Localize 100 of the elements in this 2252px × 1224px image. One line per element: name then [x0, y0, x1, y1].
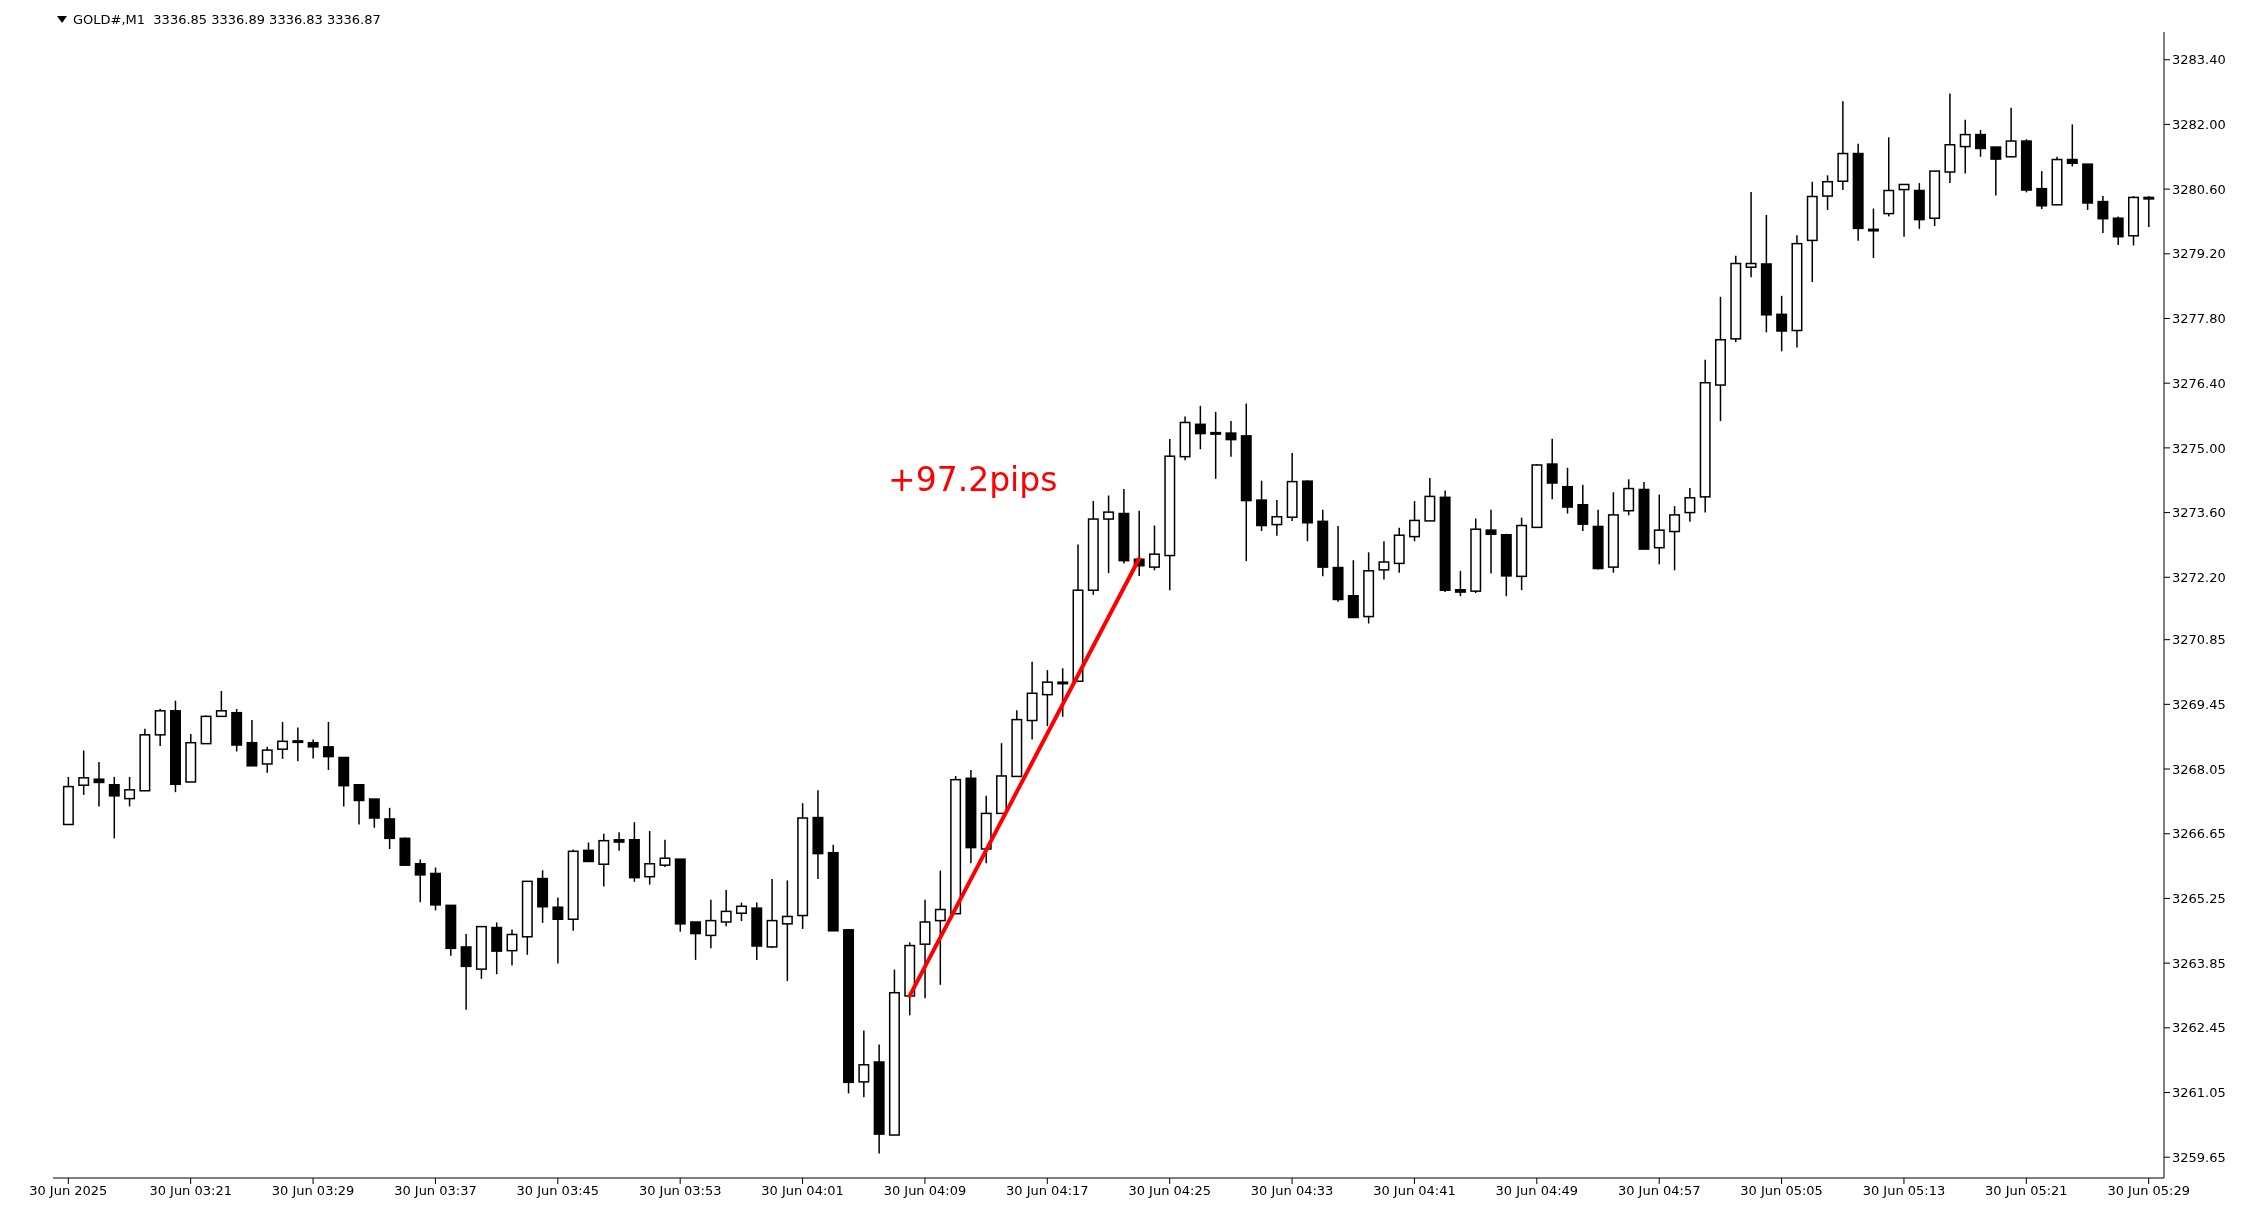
- x-tick-label: 30 Jun 05:05: [1740, 1183, 1823, 1199]
- x-tick-label: 30 Jun 04:09: [883, 1183, 967, 1199]
- x-tick-label: 30 Jun 05:13: [1862, 1183, 1946, 1199]
- candlestick: [919, 899, 931, 999]
- y-tick-label: 3262.45: [2172, 1020, 2226, 1036]
- candlestick: [781, 879, 793, 982]
- x-tick-label: 30 Jun 04:57: [1617, 1183, 1701, 1199]
- candlestick: [659, 839, 671, 868]
- x-tick-label: 30 Jun 04:01: [761, 1183, 844, 1199]
- candlestick: [307, 738, 319, 760]
- candlestick: [705, 899, 717, 950]
- x-tick-label: 30 Jun 03:45: [516, 1183, 600, 1199]
- candlestick: [460, 933, 472, 1011]
- candlestick: [1041, 669, 1053, 727]
- candlestick: [261, 746, 273, 774]
- y-tick-label: 3282.00: [2172, 117, 2226, 133]
- x-tick-label: 30 Jun 03:21: [149, 1183, 232, 1199]
- y-tick-label: 3263.85: [2172, 955, 2226, 971]
- candlestick: [108, 776, 120, 840]
- candlestick: [1454, 570, 1466, 597]
- candlestick: [215, 690, 227, 718]
- x-tick-label: 30 Jun 04:41: [1373, 1183, 1456, 1199]
- candlestick: [1409, 500, 1421, 542]
- x-tick-label: 30 Jun 04:25: [1128, 1183, 1211, 1199]
- candlestick: [2036, 170, 2048, 210]
- y-tick-label: 3275.00: [2172, 440, 2226, 456]
- y-tick-label: 3276.40: [2172, 375, 2226, 391]
- candlestick: [1822, 174, 1834, 211]
- y-tick-label: 3279.20: [2172, 246, 2226, 262]
- candlestick: [1959, 119, 1971, 175]
- candlestick: [583, 841, 594, 863]
- annotation: +97.2pips: [888, 460, 1058, 499]
- candlestick: [1776, 295, 1788, 353]
- candlestick: [292, 726, 304, 762]
- x-tick-label: 30 Jun 03:29: [271, 1183, 355, 1199]
- chart-title: GOLD#,M1 3336.85 3336.89 3336.83 3336.87: [73, 12, 381, 27]
- candlestick: [1990, 146, 2002, 197]
- x-tick-label: 30 Jun 04:17: [1006, 1183, 1089, 1199]
- candlestick: [2066, 123, 2078, 168]
- candlestick: [1562, 467, 1573, 515]
- x-tick-label: 30 Jun 2025: [29, 1183, 108, 1199]
- x-tick-label: 30 Jun 05:21: [1985, 1183, 2068, 1199]
- candlestick: [1210, 411, 1222, 480]
- candlestick: [1148, 524, 1160, 572]
- candlestick: [1745, 191, 1757, 279]
- candlestick: [1898, 183, 1910, 238]
- candlestick: [78, 749, 90, 796]
- candlestick: [644, 830, 656, 886]
- y-tick-label: 3272.20: [2172, 569, 2226, 585]
- y-tick-label: 3265.25: [2172, 891, 2226, 907]
- candlestick: [613, 831, 625, 852]
- candlestick: [2112, 215, 2124, 246]
- y-tick-label: 3268.05: [2172, 761, 2226, 777]
- candlestick: [1577, 484, 1589, 532]
- candlestick: [1867, 207, 1879, 259]
- candlestick: [1883, 136, 1895, 218]
- y-tick-label: 3277.80: [2172, 311, 2226, 327]
- x-tick-label: 30 Jun 04:49: [1495, 1183, 1579, 1199]
- candlestick: [1485, 509, 1497, 575]
- candlestick: [246, 719, 258, 767]
- candlestick: [690, 921, 702, 961]
- candlestick: [858, 1029, 870, 1098]
- y-tick-label: 3270.85: [2172, 632, 2226, 648]
- x-tick-label: 30 Jun 03:37: [394, 1183, 477, 1199]
- candlestick: [1103, 494, 1115, 574]
- candlestick: [1378, 540, 1390, 581]
- candlestick: [384, 807, 396, 850]
- y-tick-label: 3273.60: [2172, 505, 2226, 521]
- candlestick: [1225, 420, 1237, 458]
- x-tick-label: 30 Jun 03:53: [638, 1183, 722, 1199]
- candlestick: [1347, 559, 1359, 619]
- candlestick: [491, 921, 503, 975]
- candlestick: [552, 896, 564, 965]
- candlestick: [277, 721, 289, 760]
- candlestick: [1194, 405, 1206, 451]
- candlestick: [1669, 505, 1681, 572]
- candlestick: [1684, 487, 1696, 523]
- candlestick: [934, 869, 946, 986]
- candlestick: [124, 776, 136, 808]
- candlestick: [720, 889, 732, 927]
- candlestick: [1975, 129, 1987, 158]
- candlestick: [1271, 499, 1283, 537]
- y-tick-label: 3266.65: [2172, 826, 2226, 842]
- candlestick: [2143, 195, 2155, 228]
- candlestick: [598, 832, 610, 888]
- y-tick-label: 3283.40: [2172, 52, 2226, 68]
- y-tick-label: 3280.60: [2172, 181, 2226, 197]
- y-tick-label: 3261.05: [2172, 1085, 2226, 1101]
- candlestick: [414, 858, 426, 903]
- y-tick-label: 3259.65: [2172, 1149, 2226, 1165]
- candlestick: [368, 798, 380, 829]
- y-tick-label: 3269.45: [2172, 696, 2226, 712]
- candlestick: [1653, 493, 1665, 566]
- x-tick-label: 30 Jun 04:33: [1250, 1183, 1334, 1199]
- candlestick: [322, 721, 334, 771]
- candlestick: [1546, 437, 1558, 500]
- candlestick: [735, 901, 747, 922]
- candlestick: [1623, 478, 1635, 517]
- candlestick: [2005, 107, 2017, 158]
- candlestick: [353, 784, 365, 826]
